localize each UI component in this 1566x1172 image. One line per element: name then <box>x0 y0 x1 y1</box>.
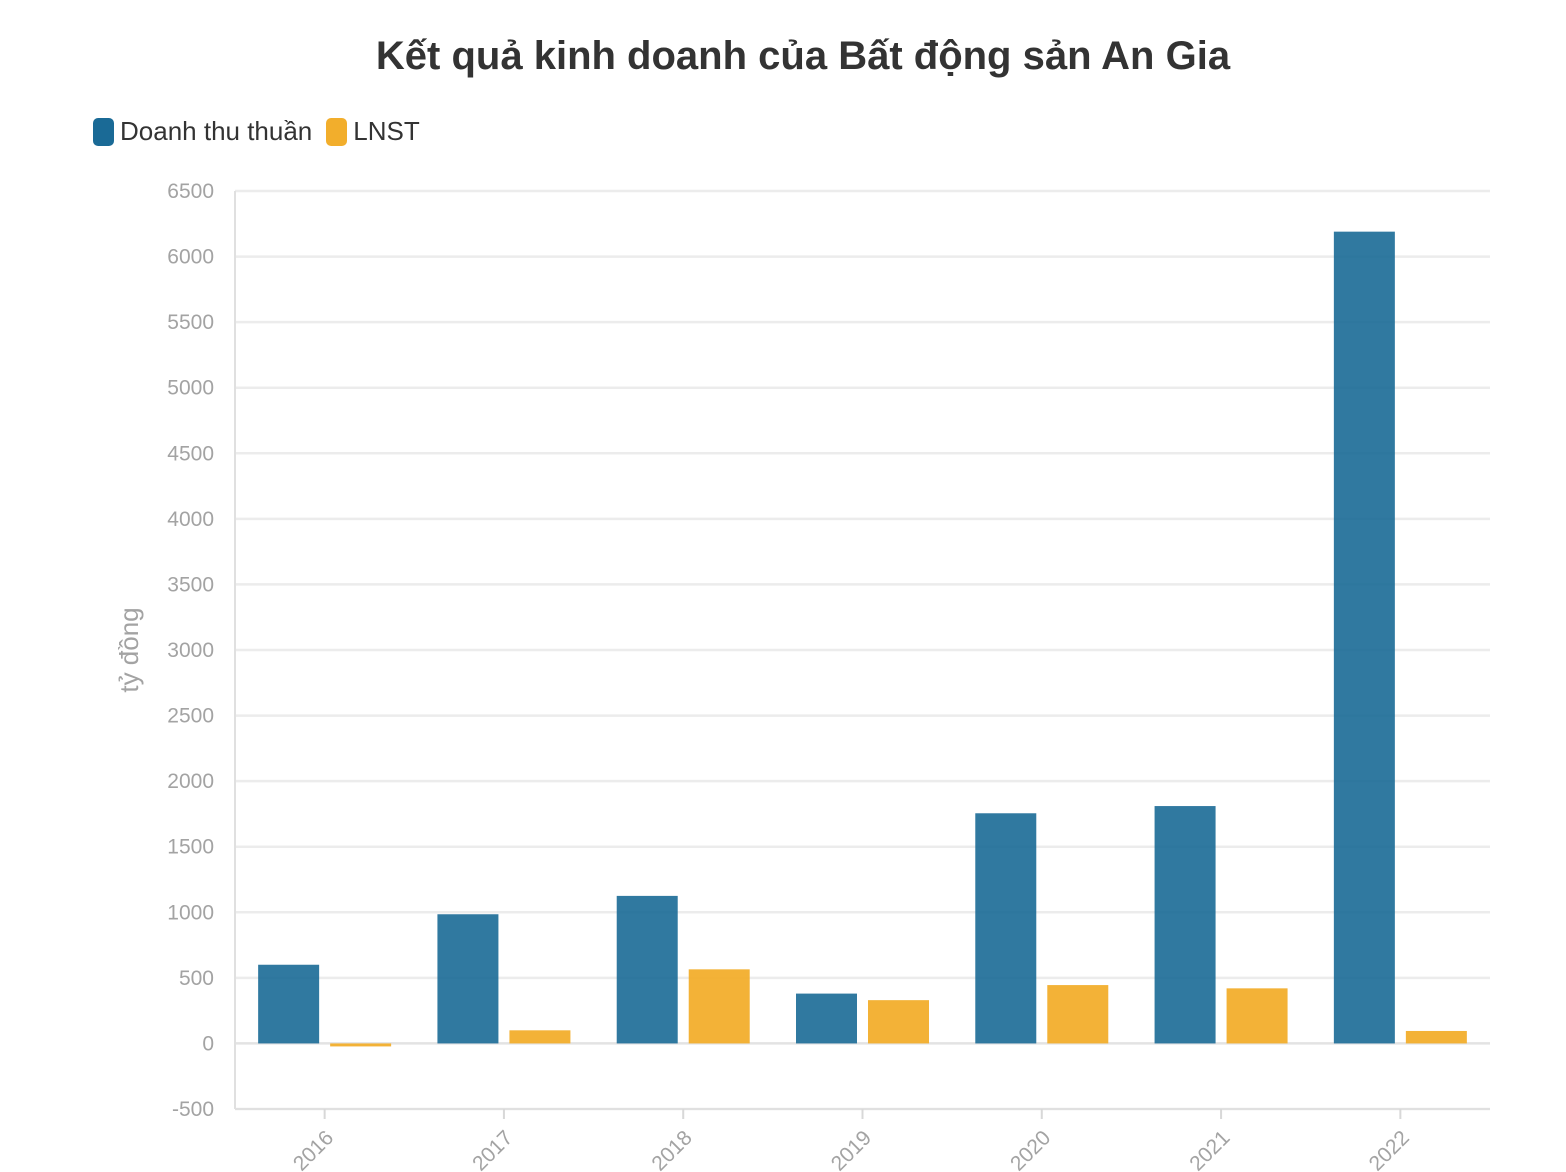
y-tick-label-4000: 4000 <box>167 508 214 531</box>
legend-swatch-revenue <box>93 117 114 146</box>
x-tick-label-2018: 2018 <box>647 1126 696 1172</box>
legend-item-profit[interactable]: LNST <box>326 116 420 147</box>
x-tick-label-2020: 2020 <box>1006 1126 1055 1172</box>
legend-label-revenue: Doanh thu thuần <box>120 116 313 146</box>
x-tick-label-2022: 2022 <box>1365 1126 1414 1172</box>
bar-profit-2016 <box>330 1043 392 1047</box>
y-tick-label-1500: 1500 <box>167 836 214 859</box>
bar-profit-2022 <box>1405 1030 1467 1044</box>
x-tick-label-2019: 2019 <box>827 1126 876 1172</box>
x-tick-label-2021: 2021 <box>1185 1126 1234 1172</box>
bar-revenue-2021 <box>1154 806 1216 1044</box>
bar-profit-2019 <box>868 1000 929 1044</box>
bar-profit-2020 <box>1047 985 1109 1044</box>
y-tick-label-5500: 5500 <box>167 311 214 334</box>
y-tick-label-5000: 5000 <box>167 377 214 400</box>
y-axis-title: tỷ đồng <box>114 607 144 692</box>
y-tick-label-3000: 3000 <box>167 639 214 662</box>
bar-revenue-2018 <box>616 895 678 1044</box>
bar-profit-2018 <box>688 969 750 1044</box>
bar-revenue-2019 <box>796 993 857 1044</box>
y-tick-label-2500: 2500 <box>167 705 214 728</box>
bar-revenue-2020 <box>975 813 1037 1044</box>
legend: Doanh thu thuần LNST <box>93 116 434 147</box>
y-tick-label-0: 0 <box>202 1032 214 1055</box>
y-tick-label-3500: 3500 <box>167 573 214 596</box>
y-tick-label-6000: 6000 <box>167 246 214 269</box>
legend-label-profit: LNST <box>353 116 420 146</box>
bar-profit-2021 <box>1226 988 1288 1044</box>
legend-item-revenue[interactable]: Doanh thu thuần <box>93 116 312 147</box>
bar-revenue-2022 <box>1333 231 1395 1044</box>
y-tick-label-2000: 2000 <box>167 770 214 793</box>
y-tick-label-4500: 4500 <box>167 442 214 465</box>
x-tick-label-2017: 2017 <box>468 1126 517 1172</box>
bar-revenue-2017 <box>437 914 499 1044</box>
legend-swatch-profit <box>326 117 348 146</box>
x-tick-label-2016: 2016 <box>289 1126 338 1172</box>
chart-title: Kết quả kinh doanh của Bất động sản An G… <box>375 34 1231 78</box>
y-tick-label-500: 500 <box>179 967 214 990</box>
y-tick-label-6500: 6500 <box>167 180 214 203</box>
y-tick-label-1000: 1000 <box>167 901 214 924</box>
y-tick-label--500: -500 <box>172 1098 214 1121</box>
bar-revenue-2016 <box>258 964 320 1044</box>
bar-profit-2017 <box>509 1030 571 1044</box>
